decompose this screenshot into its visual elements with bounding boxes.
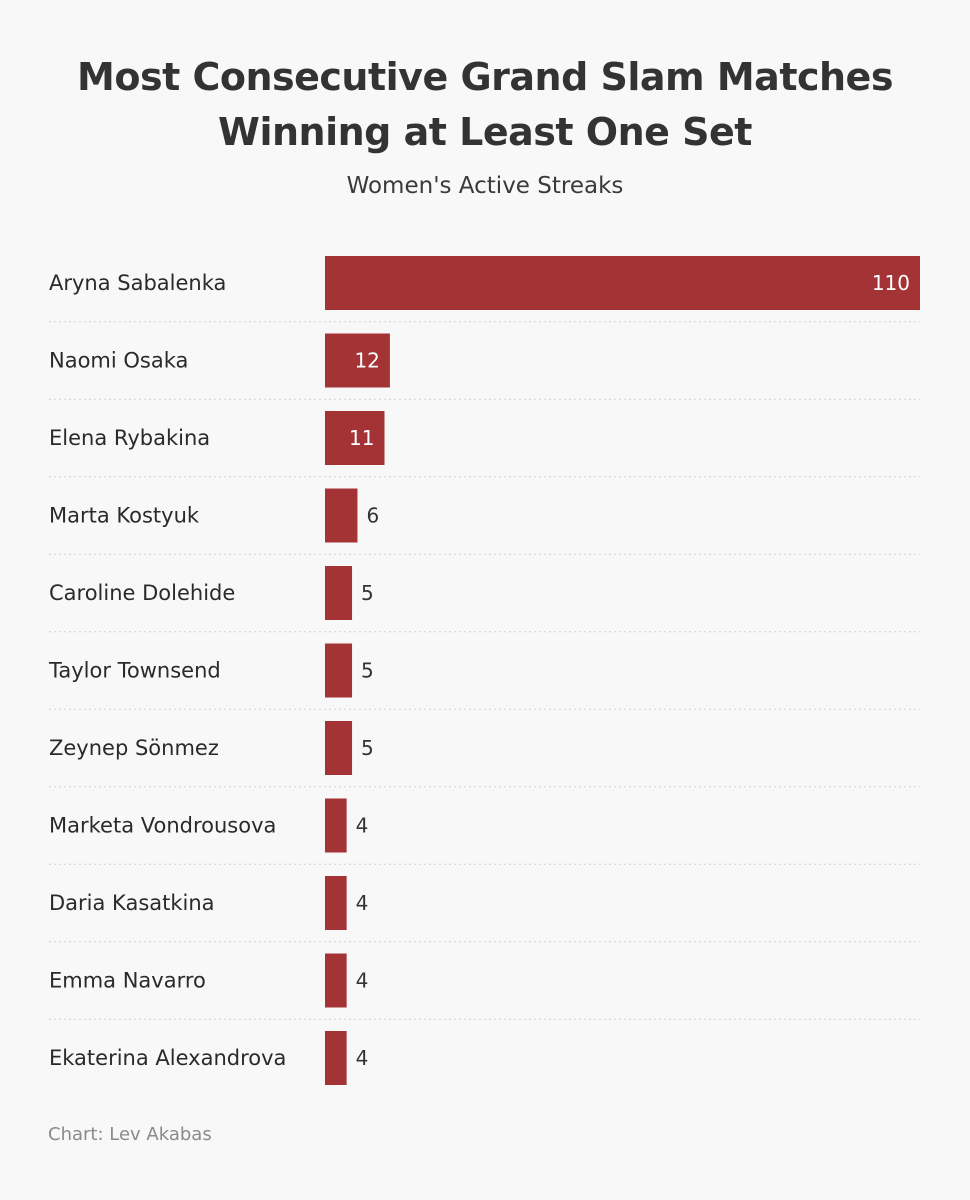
value-label: 11 <box>349 426 374 450</box>
value-label: 110 <box>872 271 910 295</box>
value-label: 4 <box>356 814 369 838</box>
category-label: Ekaterina Alexandrova <box>49 1046 286 1070</box>
bar <box>325 876 347 930</box>
category-label: Naomi Osaka <box>49 349 188 373</box>
bar <box>325 566 353 620</box>
bar <box>325 721 353 775</box>
category-label: Marketa Vondrousova <box>49 814 276 838</box>
value-label: 4 <box>356 969 369 993</box>
bar <box>325 1031 347 1085</box>
bar <box>325 256 920 310</box>
value-label: 4 <box>356 891 369 915</box>
bar <box>325 488 358 543</box>
bar <box>325 411 385 465</box>
category-label: Emma Navarro <box>49 969 206 993</box>
chart-title: Most Consecutive Grand Slam Matches Winn… <box>77 55 893 154</box>
value-label: 5 <box>361 659 374 683</box>
bar <box>325 333 390 388</box>
chart-source: Chart: Lev Akabas <box>48 1124 212 1145</box>
category-label: Caroline Dolehide <box>49 581 235 605</box>
bar <box>325 798 347 853</box>
category-label: Elena Rybakina <box>49 426 210 450</box>
value-label: 4 <box>356 1046 369 1070</box>
chart-subtitle: Women's Active Streaks <box>346 173 624 199</box>
category-label: Taylor Townsend <box>48 659 221 683</box>
value-label: 6 <box>366 504 379 528</box>
bar-chart: Aryna Sabalenka 110 Naomi Osaka 12 Elena Ryb… <box>48 256 920 1085</box>
value-label: 5 <box>361 736 374 760</box>
bar <box>325 953 347 1008</box>
bar <box>325 643 353 698</box>
value-label: 12 <box>354 349 379 373</box>
category-label: Marta Kostyuk <box>49 504 200 528</box>
category-label: Aryna Sabalenka <box>49 271 226 295</box>
value-label: 5 <box>361 581 374 605</box>
category-label: Zeynep Sönmez <box>49 736 219 760</box>
category-label: Daria Kasatkina <box>49 891 215 915</box>
